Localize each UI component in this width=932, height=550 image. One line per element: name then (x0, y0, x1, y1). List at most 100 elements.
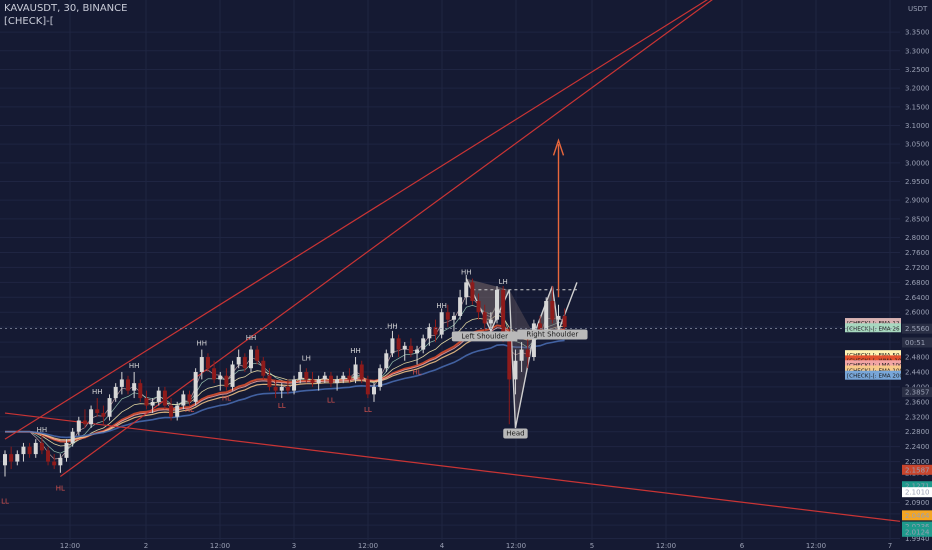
lma-100-line (5, 327, 565, 442)
price-tag: 2.1010 (905, 489, 930, 497)
indicator-tag: [CHECK]-[: EMA 200 (847, 374, 904, 380)
candle-body (513, 360, 518, 380)
axis-unit: USDT (908, 5, 928, 13)
candle-body (3, 454, 7, 466)
candle-body (488, 319, 493, 324)
candle-body (390, 338, 395, 354)
pattern-outline (465, 278, 578, 429)
candle-body (138, 383, 143, 399)
price-tag-bg (902, 521, 932, 532)
candle-body (205, 357, 210, 369)
price-tick-label: 2.6000 (905, 309, 930, 317)
price-tag: 2.1271 (905, 483, 930, 491)
candle-body (445, 312, 450, 320)
time-tick-label: 7 (888, 542, 892, 550)
candle-body (316, 379, 321, 384)
candle-body (162, 390, 167, 406)
candle-body (415, 349, 420, 354)
indicator-tag-bg (845, 350, 901, 360)
swing-label-hh: HH (92, 388, 103, 396)
candle-body (21, 446, 26, 455)
indicator-tag-bg (845, 365, 901, 375)
candle-body (538, 323, 543, 331)
candle-body (70, 431, 75, 443)
indicator-tag-bg (845, 318, 901, 328)
indicator-tag-bg (845, 323, 901, 333)
candle-body (285, 386, 290, 391)
pattern-label-box (451, 331, 518, 342)
indicator-legend[interactable]: [CHECK]-[ (4, 16, 54, 27)
pattern-label-box (517, 329, 588, 340)
swing-label-lh: LH (499, 278, 508, 286)
candle-body (212, 368, 217, 380)
candle-body (384, 353, 389, 369)
candle-body (470, 282, 475, 302)
candle-body (421, 338, 426, 350)
candle-body (458, 297, 463, 316)
trend-line-rising (59, 0, 713, 478)
price-tick-label: 2.6800 (905, 279, 930, 287)
candle-body (156, 390, 161, 402)
price-tick-label: 2.9500 (905, 178, 930, 186)
candle-body (249, 349, 253, 369)
pattern-label-box (503, 428, 528, 439)
swing-label-hl: HL (56, 484, 65, 492)
price-tag: 2.3857 (905, 389, 930, 397)
candle-body (144, 398, 149, 406)
candle-body (335, 379, 340, 384)
ema-50-line (5, 314, 565, 447)
price-tick-label: 2.3600 (905, 398, 930, 406)
candle-body (150, 401, 155, 406)
candle-body (273, 386, 278, 391)
price-tick-label: 3.3000 (905, 47, 930, 55)
time-tick-label: 3 (292, 542, 296, 550)
indicator-tag-bg (845, 360, 901, 370)
candle-body (525, 349, 530, 358)
time-tick-label: 12:00 (210, 542, 230, 550)
swing-label-hh: HH (129, 362, 140, 370)
time-tick-label: 2 (144, 542, 148, 550)
swing-label-hl: HL (412, 368, 421, 376)
candle-body (236, 357, 241, 365)
time-tick-label: 5 (590, 542, 594, 550)
time-tick-label: 12:00 (60, 542, 80, 550)
candle-body (544, 301, 549, 331)
candle-body (464, 282, 469, 298)
price-tag: 2.0124 (905, 528, 930, 536)
candle-body (255, 349, 260, 361)
candle-body (64, 442, 69, 458)
swing-label-ll: LL (364, 406, 372, 414)
candle-body (181, 394, 186, 406)
candle-body (101, 413, 106, 417)
candle-body (126, 379, 130, 391)
price-tick-label: 2.7600 (905, 249, 930, 257)
price-tick-label: 2.3200 (905, 413, 930, 421)
candle-body (507, 334, 512, 380)
time-tick-label: 12:00 (506, 542, 526, 550)
price-tick-label: 2.8500 (905, 215, 930, 223)
candle-body (427, 327, 432, 339)
swing-label-ll: LL (278, 402, 286, 410)
indicator-tag-bg (845, 355, 901, 365)
indicator-tag: [CHECK]-[: EMA 26 (847, 326, 900, 332)
symbol-title: KAVAUSDT, 30, BINANCE (4, 3, 128, 14)
candle-body (193, 371, 198, 402)
price-tag-bg (902, 464, 932, 475)
swing-label-hh: HH (197, 340, 208, 348)
price-tick-label: 1.9940 (905, 535, 930, 543)
price-tick-label: 3.1000 (905, 122, 930, 130)
candle-body (550, 301, 555, 320)
candle-body (304, 371, 309, 380)
price-tick-label: 2.2400 (905, 443, 930, 451)
price-tick-label: 2.9000 (905, 197, 930, 205)
candle-body (199, 357, 204, 372)
price-tick-label: 3.0000 (905, 159, 930, 167)
price-tag: 2.1587 (905, 466, 930, 474)
price-tag-bg (902, 510, 932, 521)
swing-label-hl: HL (185, 406, 194, 414)
candle-body (39, 442, 44, 451)
candle-body (347, 375, 352, 380)
candle-body (95, 409, 100, 414)
candle-body (359, 364, 364, 380)
